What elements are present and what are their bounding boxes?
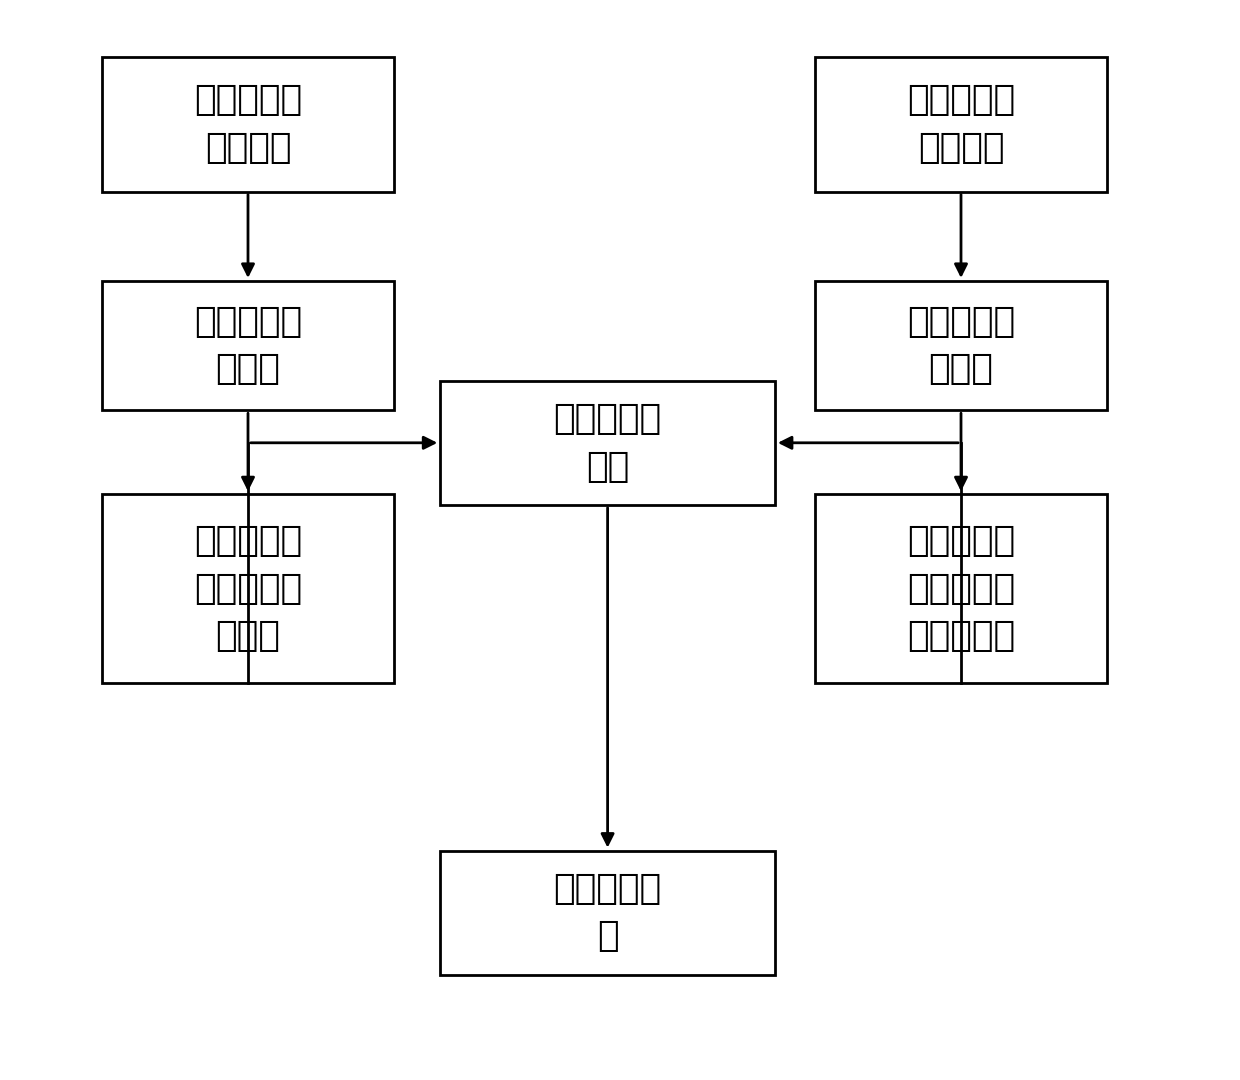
Text: 标准线路板
模板图像: 标准线路板 模板图像 xyxy=(906,83,1016,165)
Bar xyxy=(440,851,775,974)
Text: 预处理和细
化处理: 预处理和细 化处理 xyxy=(906,305,1016,387)
Text: 预处理和细
化处理: 预处理和细 化处理 xyxy=(193,305,303,387)
Text: 采集待测线
路板图像: 采集待测线 路板图像 xyxy=(193,83,303,165)
Text: 基于连接表
法的模板图
像特征提取: 基于连接表 法的模板图 像特征提取 xyxy=(906,524,1016,653)
Text: 瑕疵匹配和
识别: 瑕疵匹配和 识别 xyxy=(553,402,662,484)
Bar xyxy=(440,381,775,504)
Bar xyxy=(103,56,394,192)
Bar xyxy=(103,281,394,410)
Text: 检查结果显
示: 检查结果显 示 xyxy=(553,872,662,954)
Bar xyxy=(816,56,1106,192)
Text: 基于连接表
法的图像特
征提取: 基于连接表 法的图像特 征提取 xyxy=(193,524,303,653)
Bar xyxy=(816,281,1106,410)
Bar xyxy=(103,495,394,683)
Bar xyxy=(816,495,1106,683)
